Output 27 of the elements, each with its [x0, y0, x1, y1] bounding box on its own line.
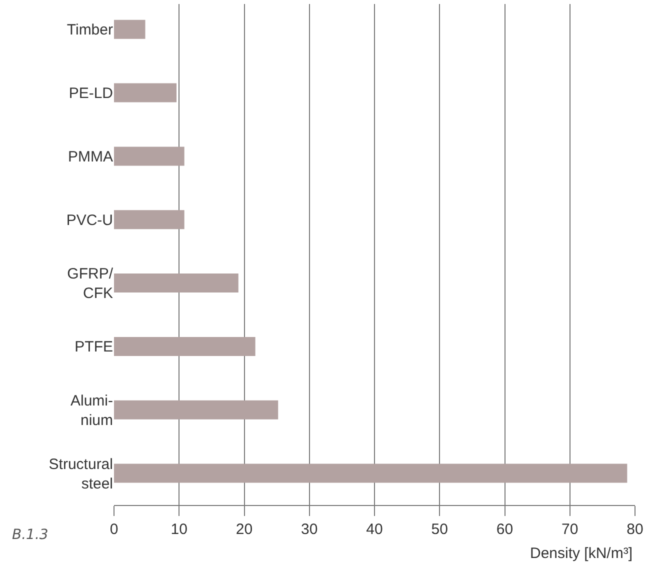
x-tick-label: 50 [431, 521, 448, 538]
x-tick-label: 70 [562, 521, 578, 538]
x-tick-label: 40 [366, 521, 383, 538]
text: B.1.3 [12, 527, 48, 543]
x-tick-label: 80 [626, 521, 644, 538]
x-tick-label: 20 [236, 521, 253, 538]
x-tick-label: 30 [301, 521, 318, 538]
y-tick-label: Alumi- nium [70, 392, 113, 429]
y-tick-label: GFRP/ CFK [67, 266, 114, 302]
y-tick-label: Structural steel [48, 456, 113, 492]
y-tick-label: PMMA [68, 148, 113, 166]
x-tick-label: 10 [170, 521, 188, 538]
bar [114, 400, 278, 420]
y-tick-label: PE-LD [68, 85, 114, 102]
bar [114, 146, 184, 166]
bar [114, 210, 184, 230]
bar [114, 83, 177, 102]
y-tick-label: PTFE [74, 338, 113, 356]
x-tick-label: 0 [110, 521, 118, 538]
bar [114, 464, 628, 483]
bar [114, 336, 256, 356]
bar [114, 20, 146, 39]
x-tick-label: 60 [496, 521, 514, 538]
y-tick-label: PVC-U [66, 212, 113, 229]
bar [114, 274, 238, 293]
y-tick-label: Timber [66, 22, 113, 39]
x-axis-title: Density [kN/m³] [530, 545, 633, 562]
